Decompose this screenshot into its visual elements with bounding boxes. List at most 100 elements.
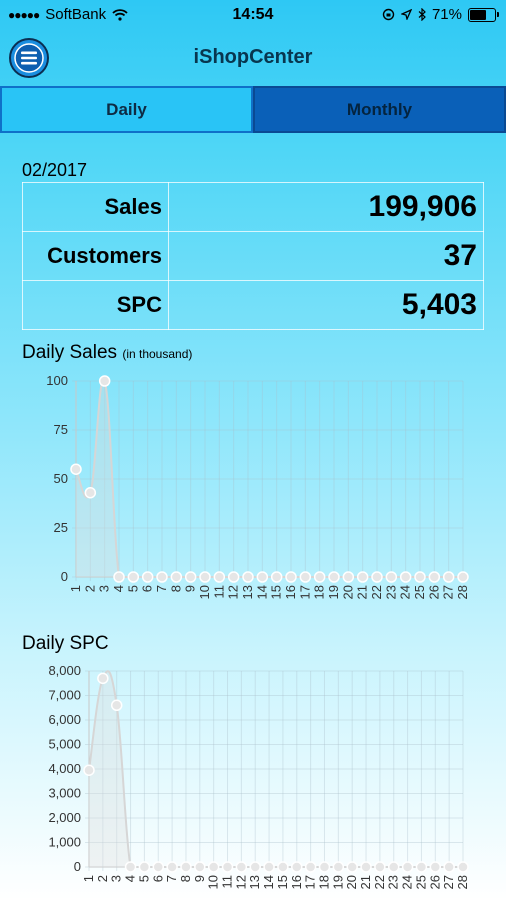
y-tick-label: 50 xyxy=(54,471,68,486)
data-point xyxy=(342,571,355,583)
x-tick-label: 25 xyxy=(413,875,428,889)
data-point xyxy=(194,861,206,873)
x-tick-label: 15 xyxy=(269,585,284,599)
summary-value: 199,906 xyxy=(168,182,484,232)
x-tick-label: 22 xyxy=(369,585,384,599)
x-tick-label: 2 xyxy=(95,875,110,882)
data-point xyxy=(156,571,168,583)
summary-value: 5,403 xyxy=(168,280,484,330)
y-tick-label: 3,000 xyxy=(48,786,81,801)
data-point xyxy=(141,571,154,583)
tab-daily[interactable]: Daily xyxy=(0,86,253,133)
x-tick-label: 16 xyxy=(283,585,298,599)
x-tick-label: 8 xyxy=(178,875,193,882)
x-tick-label: 13 xyxy=(240,585,255,599)
y-tick-label: 2,000 xyxy=(48,810,81,825)
data-point xyxy=(235,861,248,873)
data-point xyxy=(242,571,254,583)
data-point xyxy=(291,861,303,873)
data-point xyxy=(399,571,412,583)
data-point xyxy=(356,571,369,583)
x-tick-label: 3 xyxy=(97,585,112,592)
data-point xyxy=(414,571,426,583)
y-tick-label: 8,000 xyxy=(48,663,81,678)
wifi-icon xyxy=(112,8,128,21)
x-tick-label: 1 xyxy=(81,875,96,882)
x-tick-label: 11 xyxy=(211,585,226,599)
tab-monthly[interactable]: Monthly xyxy=(253,86,506,133)
data-point xyxy=(304,861,317,873)
summary-table: Sales 199,906 Customers 37 SPC 5,403 xyxy=(22,182,484,330)
x-tick-label: 19 xyxy=(330,875,345,889)
x-tick-label: 10 xyxy=(197,585,212,599)
data-point xyxy=(299,571,312,583)
data-point xyxy=(199,571,211,583)
data-point xyxy=(127,571,140,583)
summary-row-spc: SPC 5,403 xyxy=(22,280,484,330)
data-point xyxy=(221,861,234,873)
x-tick-label: 25 xyxy=(412,585,427,599)
x-tick-label: 1 xyxy=(68,585,83,592)
x-tick-label: 24 xyxy=(400,875,415,889)
status-time: 14:54 xyxy=(232,6,274,23)
x-tick-label: 16 xyxy=(289,875,304,889)
data-point xyxy=(385,571,398,583)
x-tick-label: 22 xyxy=(372,875,387,889)
data-point xyxy=(457,861,469,873)
y-tick-label: 1,000 xyxy=(48,835,81,850)
x-tick-label: 26 xyxy=(426,585,441,599)
chart-marks xyxy=(70,375,469,583)
summary-row-customers: Customers 37 xyxy=(22,231,484,281)
x-tick-label: 20 xyxy=(344,875,359,889)
location-icon xyxy=(400,9,412,20)
x-tick-label: 13 xyxy=(247,875,262,889)
x-tick-label: 7 xyxy=(154,585,169,592)
data-point xyxy=(277,861,289,873)
x-tick-label: 23 xyxy=(383,585,398,599)
menu-button[interactable] xyxy=(8,37,50,79)
data-point xyxy=(152,861,165,873)
status-right: 71% xyxy=(382,6,499,23)
data-point xyxy=(285,571,297,583)
app-title: iShopCenter xyxy=(193,46,313,68)
x-tick-label: 14 xyxy=(261,875,276,889)
data-point xyxy=(318,861,331,873)
chart-grid xyxy=(72,380,464,581)
x-tick-label: 7 xyxy=(164,875,179,882)
x-tick-label: 26 xyxy=(427,875,442,889)
period-tabs: Daily Monthly xyxy=(0,86,506,133)
series-area xyxy=(76,379,463,577)
signal-icon: ●●●●● xyxy=(8,7,40,22)
data-point xyxy=(346,861,358,873)
x-tick-label: 17 xyxy=(303,875,318,889)
x-tick-label: 5 xyxy=(136,875,151,882)
data-point xyxy=(270,571,283,583)
data-point xyxy=(443,861,455,873)
series-line xyxy=(75,378,463,579)
summary-label: Customers xyxy=(22,231,169,281)
data-point xyxy=(213,571,226,583)
y-tick-label: 0 xyxy=(61,569,68,584)
data-point xyxy=(442,571,455,583)
data-point xyxy=(70,463,82,475)
data-point xyxy=(110,699,123,712)
status-bar: ●●●●● SoftBank 14:54 71% xyxy=(0,0,506,30)
x-tick-label: 27 xyxy=(441,875,456,889)
x-tick-label: 20 xyxy=(340,585,355,599)
summary-value: 37 xyxy=(168,231,484,281)
sales-title-text: Daily Sales xyxy=(22,342,118,363)
data-point xyxy=(428,571,441,583)
summary-row-sales: Sales 199,906 xyxy=(22,182,484,232)
data-point xyxy=(328,571,340,583)
y-tick-label: 25 xyxy=(54,520,68,535)
data-point xyxy=(84,486,97,499)
data-point xyxy=(387,861,400,873)
data-point xyxy=(415,861,428,873)
x-tick-label: 10 xyxy=(206,875,221,889)
y-tick-label: 75 xyxy=(54,422,68,437)
series-area xyxy=(89,671,463,867)
tab-daily-label: Daily xyxy=(106,99,147,119)
carrier-name: SoftBank xyxy=(45,6,107,23)
data-point xyxy=(207,861,220,873)
